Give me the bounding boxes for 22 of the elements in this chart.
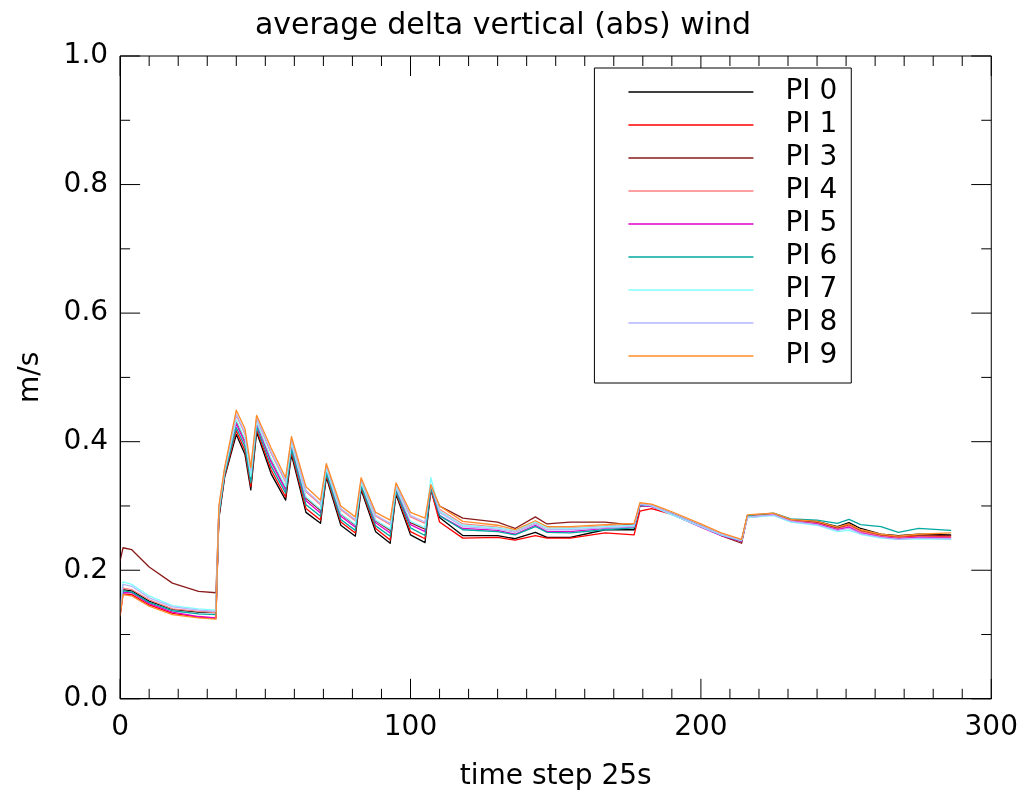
- chart-title: average delta vertical (abs) wind: [254, 5, 752, 41]
- y-tick-label: 1.0: [63, 37, 109, 71]
- y-tick-label: 0.4: [63, 422, 109, 456]
- y-tick-label: 0.0: [63, 680, 109, 714]
- legend-label: PI 5: [785, 205, 838, 239]
- y-axis-title: m/s: [12, 351, 46, 404]
- legend-label: PI 4: [785, 172, 838, 206]
- x-tick-label: 0: [111, 708, 130, 742]
- y-tick-label: 0.2: [63, 551, 109, 585]
- legend-label: PI 1: [785, 106, 838, 140]
- legend-label: PI 8: [785, 304, 838, 338]
- legend-label: PI 9: [785, 337, 838, 371]
- legend-label: PI 3: [785, 139, 838, 173]
- y-tick-label: 0.6: [63, 294, 109, 328]
- x-tick-label: 100: [383, 708, 438, 742]
- legend-label: PI 0: [785, 73, 838, 107]
- x-tick-label: 300: [964, 708, 1018, 742]
- legend-label: PI 7: [785, 271, 838, 305]
- y-tick-label: 0.8: [63, 165, 109, 199]
- x-axis-title: time step 25s: [459, 758, 652, 792]
- legend-label: PI 6: [785, 238, 838, 272]
- x-tick-label: 200: [674, 708, 728, 742]
